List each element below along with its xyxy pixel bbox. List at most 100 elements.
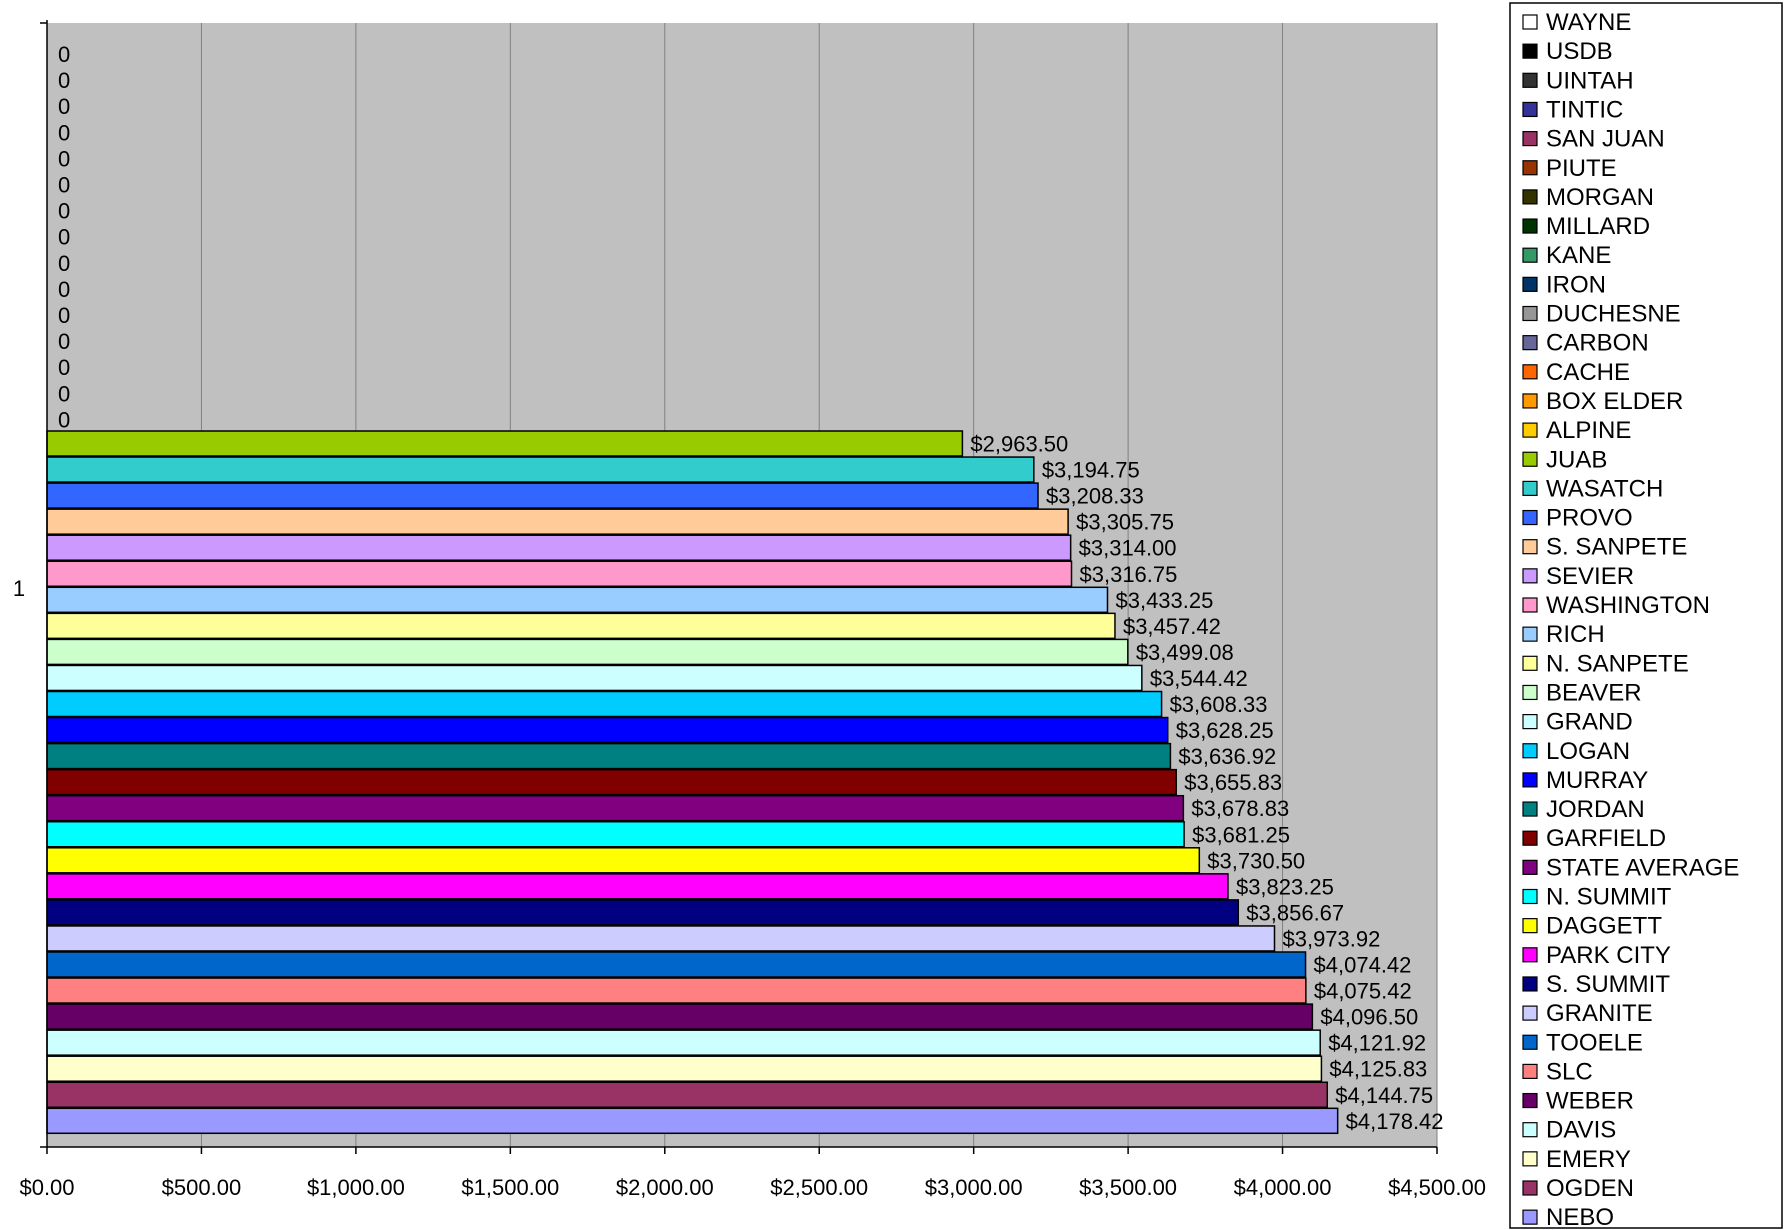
legend-item: WAYNE <box>1522 9 1631 36</box>
legend-swatch <box>1522 43 1538 59</box>
legend-swatch <box>1522 684 1538 701</box>
bars <box>46 430 1339 1135</box>
bar-value-label: $3,544.42 <box>1150 666 1248 691</box>
legend-label: UINTAH <box>1546 67 1634 94</box>
legend-label: S. SUMMIT <box>1546 971 1670 998</box>
legend-swatch <box>1522 422 1538 438</box>
legend-swatch <box>1522 1005 1538 1021</box>
legend-swatch <box>1522 743 1538 759</box>
legend-item: RICH <box>1522 621 1605 648</box>
bar-value-label: $3,433.25 <box>1115 588 1213 613</box>
legend-swatch <box>1522 918 1538 934</box>
bar-value-label: $4,074.42 <box>1314 953 1412 978</box>
legend-swatch <box>1522 451 1538 467</box>
legend-swatch <box>1522 1122 1538 1138</box>
legend-item: MILLARD <box>1522 213 1650 240</box>
legend-item: MURRAY <box>1522 767 1648 794</box>
legend-swatch <box>1522 1034 1538 1050</box>
bar-value-label: 0 <box>58 173 70 198</box>
legend-swatch <box>1522 364 1538 380</box>
legend-item: BOX ELDER <box>1522 388 1683 415</box>
legend-item: STATE AVERAGE <box>1522 854 1739 881</box>
bar-value-label: 0 <box>58 381 70 406</box>
legend-item: DUCHESNE <box>1522 301 1681 328</box>
legend-swatch <box>1522 830 1538 846</box>
x-tick-label: $0.00 <box>19 1175 74 1200</box>
legend-item: PIUTE <box>1522 155 1617 182</box>
legend-label: WAYNE <box>1546 9 1631 36</box>
legend-swatch <box>1522 1092 1538 1109</box>
legend-swatch <box>1522 976 1538 992</box>
legend-item: SEVIER <box>1522 563 1634 590</box>
legend-label: RICH <box>1546 621 1605 648</box>
bar <box>46 977 1307 1004</box>
bar-value-label: $4,075.42 <box>1314 979 1412 1004</box>
bar-value-label: 0 <box>58 277 70 302</box>
legend-item: N. SUMMIT <box>1522 884 1672 911</box>
bar <box>46 1081 1329 1108</box>
bar-value-label: $3,316.75 <box>1080 562 1178 587</box>
bar-value-label: 0 <box>58 355 70 380</box>
bar <box>46 742 1172 770</box>
legend-swatch <box>1522 160 1538 176</box>
legend-label: EMERY <box>1546 1146 1631 1173</box>
legend-swatch <box>1522 713 1538 730</box>
legend-swatch <box>1522 655 1538 671</box>
legend-label: TOOELE <box>1546 1029 1643 1056</box>
legend-item: N. SANPETE <box>1522 650 1689 677</box>
bar <box>46 1003 1314 1030</box>
bar <box>46 430 964 457</box>
bar-value-label: $3,678.83 <box>1191 796 1289 821</box>
x-tick-label: $1,000.00 <box>307 1175 405 1200</box>
legend-label: MILLARD <box>1546 213 1650 240</box>
y-axis-category-label: 1 <box>13 576 25 601</box>
x-tick-label: $3,500.00 <box>1079 1175 1177 1200</box>
legend-label: JORDAN <box>1546 796 1645 823</box>
bar <box>46 925 1276 952</box>
legend-label: DAGGETT <box>1546 913 1662 940</box>
legend-label: WASATCH <box>1546 475 1663 502</box>
bar-value-label: $3,681.25 <box>1192 822 1290 847</box>
legend-item: BEAVER <box>1522 679 1642 706</box>
legend-swatch <box>1522 1209 1538 1225</box>
bar-value-label: $3,608.33 <box>1170 692 1268 717</box>
x-tick-label: $1,500.00 <box>461 1175 559 1200</box>
bar-value-label: $3,208.33 <box>1046 484 1144 509</box>
legend-label: GARFIELD <box>1546 825 1666 852</box>
bar <box>46 534 1072 561</box>
legend-swatch <box>1522 1180 1538 1196</box>
legend-label: SLC <box>1546 1058 1593 1085</box>
legend-swatch <box>1522 247 1538 263</box>
legend-item: SLC <box>1522 1058 1593 1085</box>
legend-label: OGDEN <box>1546 1175 1634 1202</box>
bar-value-label: 0 <box>58 329 70 354</box>
bar-value-label: $3,499.08 <box>1136 640 1234 665</box>
bar <box>46 847 1201 874</box>
bar-value-label: $3,823.25 <box>1236 874 1334 899</box>
legend-item: WASHINGTON <box>1522 592 1710 619</box>
legend-label: ALPINE <box>1546 417 1631 444</box>
legend-label: GRAND <box>1546 709 1633 736</box>
legend-label: GRANITE <box>1546 1000 1653 1027</box>
bar <box>46 794 1185 822</box>
bar <box>46 1029 1321 1056</box>
bar-value-label: 0 <box>58 68 70 93</box>
x-tick-label: $3,000.00 <box>925 1175 1023 1200</box>
bar-value-label: $4,121.92 <box>1328 1031 1426 1056</box>
legend-swatch <box>1522 509 1538 526</box>
legend-swatch <box>1522 597 1538 613</box>
legend-label: PROVO <box>1546 505 1633 532</box>
legend-swatch <box>1522 1063 1538 1080</box>
bar <box>46 951 1307 978</box>
legend-item: PARK CITY <box>1522 942 1671 969</box>
x-tick-label: $4,000.00 <box>1234 1175 1332 1200</box>
legend-label: NEBO <box>1546 1204 1614 1230</box>
legend-label: USDB <box>1546 38 1613 65</box>
legend-item: PROVO <box>1522 505 1633 532</box>
legend-item: GARFIELD <box>1522 825 1666 852</box>
legend-swatch <box>1522 859 1538 875</box>
legend-swatch <box>1522 72 1538 88</box>
legend-label: STATE AVERAGE <box>1546 854 1739 881</box>
